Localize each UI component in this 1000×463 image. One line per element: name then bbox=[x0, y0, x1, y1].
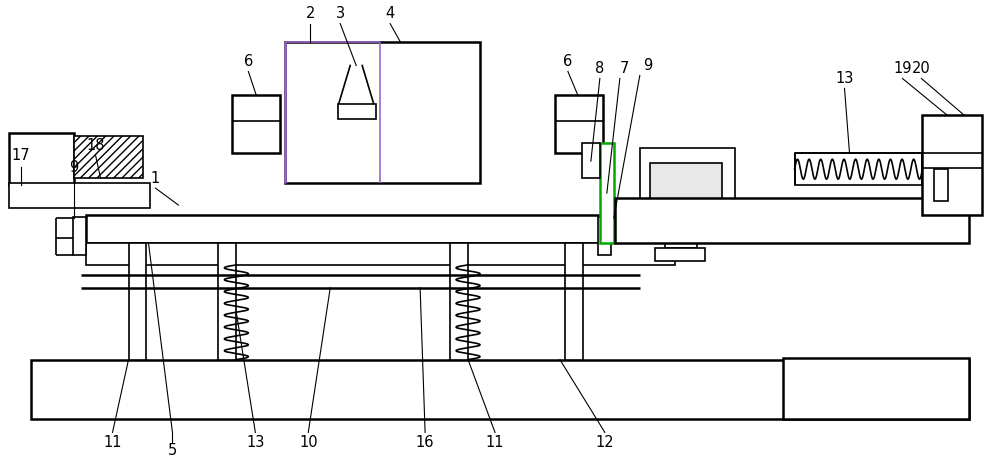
Bar bbox=[86, 215, 675, 243]
Bar bbox=[86, 243, 675, 265]
Bar bbox=[655, 248, 705, 261]
Bar bbox=[598, 217, 611, 255]
Bar bbox=[9, 133, 74, 185]
Text: 2: 2 bbox=[306, 6, 315, 21]
Text: 10: 10 bbox=[299, 435, 318, 450]
Bar bbox=[783, 357, 969, 419]
Text: 12: 12 bbox=[596, 435, 614, 450]
Text: 6: 6 bbox=[244, 54, 253, 69]
Bar bbox=[600, 143, 614, 243]
Bar bbox=[565, 243, 583, 360]
Bar bbox=[74, 136, 143, 178]
Bar bbox=[31, 360, 969, 419]
Bar bbox=[338, 104, 376, 119]
Bar bbox=[615, 198, 969, 243]
Bar bbox=[582, 143, 600, 178]
Text: 6: 6 bbox=[563, 54, 573, 69]
Bar bbox=[640, 148, 735, 233]
Text: 20: 20 bbox=[912, 61, 931, 76]
Bar bbox=[934, 169, 948, 201]
Text: 7: 7 bbox=[620, 61, 630, 76]
Text: 13: 13 bbox=[835, 71, 854, 86]
Text: 8: 8 bbox=[595, 61, 604, 76]
Text: 16: 16 bbox=[416, 435, 434, 450]
Text: 13: 13 bbox=[246, 435, 265, 450]
Text: 9: 9 bbox=[643, 58, 652, 73]
Text: 9: 9 bbox=[69, 160, 78, 175]
Text: 3: 3 bbox=[336, 6, 345, 21]
Bar bbox=[285, 42, 480, 183]
Text: 19: 19 bbox=[893, 61, 912, 76]
Bar bbox=[665, 231, 697, 248]
Text: 18: 18 bbox=[86, 138, 105, 153]
Bar bbox=[73, 217, 86, 255]
Bar bbox=[218, 243, 236, 360]
Text: 5: 5 bbox=[168, 443, 177, 458]
Text: 11: 11 bbox=[486, 435, 504, 450]
Bar bbox=[795, 153, 922, 185]
Text: 1: 1 bbox=[151, 171, 160, 186]
Bar bbox=[650, 163, 722, 223]
Bar bbox=[922, 115, 982, 215]
Bar bbox=[129, 243, 146, 360]
Text: 17: 17 bbox=[11, 148, 30, 163]
Text: 11: 11 bbox=[103, 435, 122, 450]
Bar bbox=[555, 95, 603, 153]
Bar bbox=[9, 183, 150, 208]
Bar bbox=[450, 243, 468, 360]
Text: 4: 4 bbox=[386, 6, 395, 21]
Bar bbox=[232, 95, 280, 153]
